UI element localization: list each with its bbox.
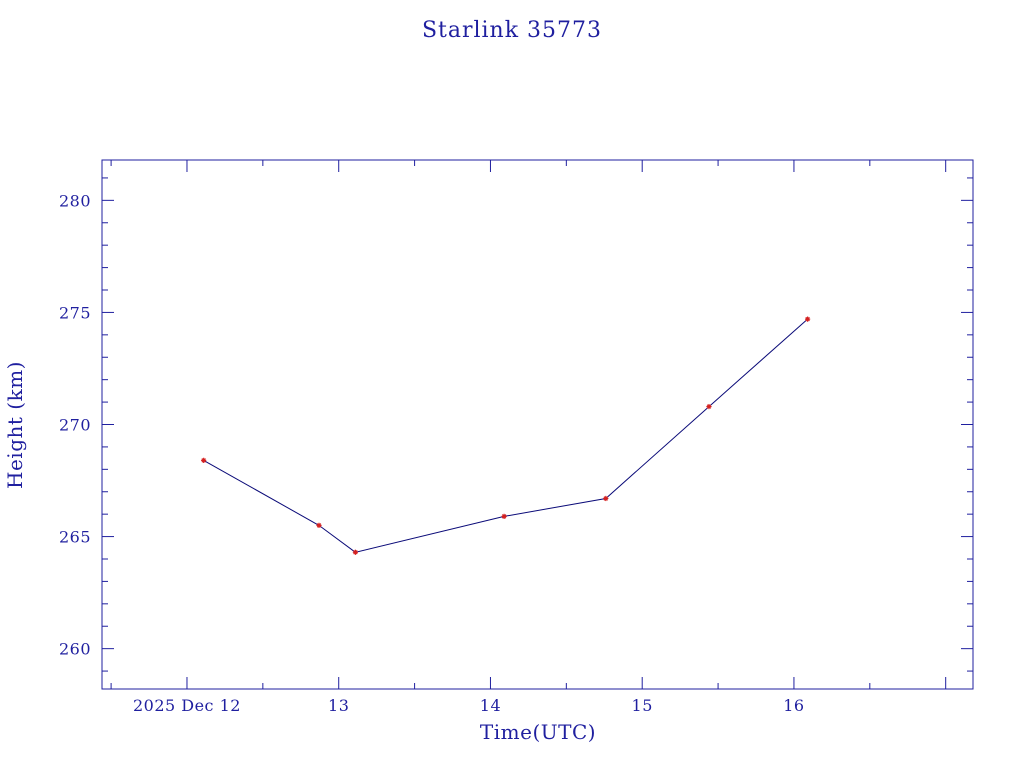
- y-tick-label: 275: [59, 303, 91, 322]
- x-tick-label: 16: [783, 696, 804, 715]
- data-point: [805, 316, 811, 322]
- data-point: [603, 495, 609, 502]
- y-tick-label: 280: [59, 191, 91, 210]
- data-point: [201, 457, 207, 463]
- data-point: [706, 403, 712, 410]
- x-tick-label: 14: [480, 696, 501, 715]
- y-tick-label: 260: [59, 640, 91, 659]
- tick-marks: [102, 160, 973, 689]
- x-axis-label: Time(UTC): [480, 720, 596, 744]
- y-tick-label: 265: [59, 528, 91, 547]
- series-points: [201, 316, 811, 555]
- data-point: [352, 549, 359, 555]
- x-tick-label: 15: [632, 696, 653, 715]
- y-axis-label: Height (km): [3, 361, 27, 489]
- y-tick-labels: 260 265 270 275 280: [59, 191, 91, 658]
- data-point: [316, 522, 322, 528]
- data-point: [501, 513, 507, 520]
- plot-frame: [101, 159, 974, 690]
- chart-title: Starlink 35773: [422, 18, 602, 43]
- x-tick-label: 2025 Dec 12: [133, 696, 241, 715]
- x-tick-label: 13: [328, 696, 349, 715]
- x-tick-labels: 2025 Dec 12 13 14 15 16: [133, 696, 804, 715]
- y-tick-label: 270: [59, 416, 91, 435]
